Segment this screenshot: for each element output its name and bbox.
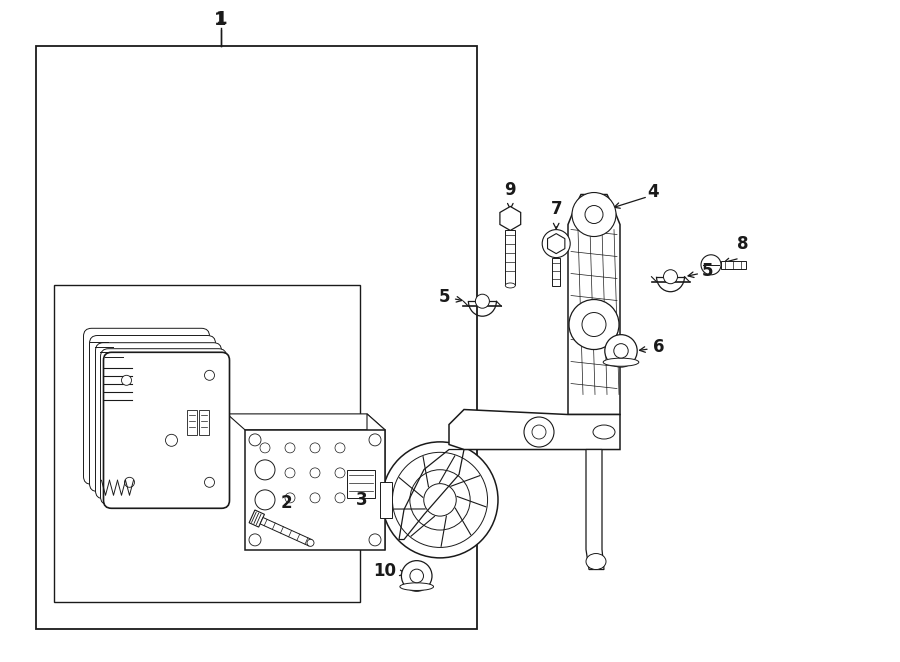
Text: 1: 1 (214, 11, 227, 29)
Ellipse shape (603, 358, 639, 366)
Circle shape (532, 425, 546, 439)
Circle shape (285, 493, 295, 503)
Circle shape (204, 370, 214, 380)
Circle shape (572, 193, 616, 236)
Circle shape (614, 344, 628, 358)
Polygon shape (586, 449, 604, 569)
Polygon shape (547, 234, 565, 254)
Text: 2: 2 (272, 491, 283, 509)
Bar (199, 410, 209, 436)
Circle shape (382, 442, 498, 558)
Circle shape (166, 434, 177, 446)
Circle shape (582, 312, 606, 336)
Polygon shape (367, 414, 385, 550)
Circle shape (369, 534, 381, 546)
Text: 4: 4 (648, 183, 659, 201)
Polygon shape (227, 414, 385, 430)
Bar (505, 230, 516, 285)
Circle shape (122, 375, 131, 385)
Polygon shape (399, 449, 464, 540)
Polygon shape (568, 195, 620, 414)
Circle shape (542, 230, 571, 258)
Circle shape (285, 468, 295, 478)
Circle shape (310, 493, 320, 503)
Circle shape (335, 493, 345, 503)
FancyBboxPatch shape (101, 349, 227, 504)
Ellipse shape (505, 283, 516, 288)
Circle shape (260, 468, 270, 478)
FancyBboxPatch shape (104, 352, 230, 508)
Bar (721, 261, 746, 269)
Circle shape (310, 468, 320, 478)
Circle shape (401, 561, 432, 591)
Circle shape (524, 417, 554, 447)
Circle shape (249, 534, 261, 546)
Text: 2: 2 (281, 494, 292, 512)
FancyBboxPatch shape (84, 328, 210, 485)
Bar (36, 46, 477, 629)
Circle shape (249, 434, 261, 446)
Text: 7: 7 (551, 201, 562, 218)
Text: 3: 3 (356, 504, 367, 522)
FancyBboxPatch shape (89, 336, 215, 491)
Polygon shape (449, 410, 620, 449)
Circle shape (585, 205, 603, 224)
Circle shape (410, 569, 424, 583)
FancyBboxPatch shape (95, 343, 221, 498)
Circle shape (307, 540, 314, 546)
Polygon shape (500, 207, 521, 230)
Polygon shape (260, 518, 312, 546)
Text: 5: 5 (702, 262, 714, 281)
Text: 8: 8 (737, 235, 748, 253)
Circle shape (569, 299, 619, 350)
Text: 10: 10 (373, 561, 396, 580)
Text: 5: 5 (438, 287, 450, 306)
Text: 9: 9 (505, 181, 516, 199)
Bar (186, 410, 196, 436)
Bar (54, 285, 360, 602)
Circle shape (255, 460, 275, 480)
Circle shape (701, 255, 721, 275)
Circle shape (285, 443, 295, 453)
Circle shape (369, 434, 381, 446)
Ellipse shape (593, 425, 615, 439)
Circle shape (663, 269, 678, 284)
Text: 6: 6 (653, 338, 665, 356)
Circle shape (204, 477, 214, 487)
Bar (380, 482, 392, 518)
Circle shape (475, 294, 490, 308)
Circle shape (310, 443, 320, 453)
Circle shape (605, 335, 637, 367)
Ellipse shape (400, 583, 434, 591)
Bar (245, 430, 385, 550)
Ellipse shape (586, 553, 606, 569)
Circle shape (335, 443, 345, 453)
Polygon shape (249, 510, 265, 527)
Circle shape (124, 477, 134, 487)
Circle shape (335, 468, 345, 478)
Bar (347, 470, 375, 498)
Circle shape (255, 490, 275, 510)
Circle shape (260, 443, 270, 453)
Bar (553, 258, 560, 285)
Text: 3: 3 (356, 491, 367, 509)
Circle shape (260, 493, 270, 503)
Text: 1: 1 (215, 9, 226, 28)
